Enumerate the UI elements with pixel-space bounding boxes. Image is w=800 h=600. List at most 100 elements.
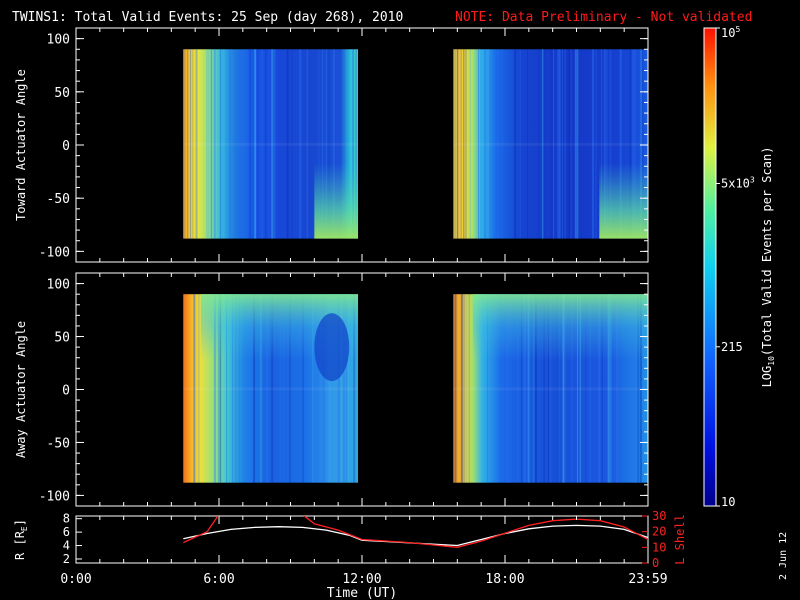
heatmap-streak — [298, 49, 301, 239]
heatmap-streak — [219, 49, 221, 239]
heatmap-streak — [210, 49, 212, 239]
data-block — [453, 49, 648, 239]
y-axis-label: Away Actuator Angle — [14, 321, 28, 458]
heatmap-streak — [195, 49, 198, 239]
heatmap-streak — [241, 49, 244, 239]
y-axis-label: Toward Actuator Angle — [14, 69, 28, 221]
toward-panel: 100 50 0 -50 -100 Toward Actuator Angle — [14, 27, 649, 263]
heatmap-streak — [553, 49, 555, 239]
heatmap-streak — [237, 49, 239, 239]
date-stamp: 2 Jun 12 — [778, 532, 789, 580]
y-left-tick-label: 4 — [63, 539, 70, 553]
heatmap-dip — [314, 313, 350, 382]
heatmap-streak — [463, 49, 465, 239]
y-tick-label: 0 — [62, 139, 70, 154]
y-right-tick-label: 10 — [652, 540, 666, 554]
heatmap-streak — [487, 49, 489, 239]
heatmap-streak — [544, 49, 546, 239]
x-tick-label: 0:00 — [60, 572, 91, 587]
heatmap-streak — [558, 49, 561, 239]
heatmap-streak — [542, 49, 544, 239]
heatmap-streak — [468, 294, 470, 483]
heatmap-band — [453, 387, 648, 391]
colorbar-tick-label: 215 — [721, 340, 743, 354]
heatmap-streak — [222, 49, 225, 239]
heatmap-streak — [465, 49, 467, 239]
heatmap-streak — [460, 49, 462, 239]
heatmap-streak — [261, 49, 263, 239]
radius-line — [183, 524, 648, 547]
heatmap-glow — [599, 49, 648, 239]
heatmap-streak — [306, 49, 308, 239]
heatmap-glow — [472, 294, 648, 483]
heatmap-streak — [184, 49, 186, 239]
heatmap-streak — [273, 49, 276, 239]
heatmap-streak — [577, 49, 579, 239]
colorbar: 105 5x103 215 10 LOG10(Total Valid Events pe… — [703, 25, 776, 509]
heatmap-glow — [314, 49, 359, 239]
heatmap-streak — [483, 49, 486, 239]
heatmap-streak — [574, 49, 577, 239]
heatmap-streak — [300, 49, 302, 239]
y-left-tick-label: 6 — [63, 525, 70, 539]
colorbar-tick-label: 5x103 — [721, 175, 755, 190]
lshell-line — [183, 516, 648, 548]
y-tick-label: 50 — [54, 86, 70, 101]
heatmap-streak — [271, 49, 274, 239]
x-tick-label: 23:59 — [628, 572, 667, 587]
colorbar-label: LOG10(Total Valid Events per Scan) — [760, 147, 776, 388]
y-left-tick-label: 2 — [63, 552, 70, 566]
heatmap-streak — [198, 294, 200, 483]
y-tick-label: -100 — [39, 489, 70, 504]
heatmap-streak — [550, 49, 553, 239]
y-tick-label: 100 — [47, 33, 70, 48]
heatmap-streak — [469, 49, 471, 239]
y-right-tick-label: 30 — [652, 509, 666, 523]
colorbar-ramp — [703, 27, 717, 507]
heatmap-streak — [206, 49, 208, 239]
heatmap-streak — [501, 49, 503, 239]
heatmap-streak — [570, 49, 572, 239]
y-right-tick-label: 0 — [652, 556, 659, 570]
heatmap-streak — [465, 294, 467, 483]
y-tick-label: -50 — [47, 436, 70, 451]
x-tick-label: 18:00 — [485, 572, 524, 587]
heatmap-streak — [457, 49, 459, 239]
heatmap-streak — [480, 49, 482, 239]
heatmap-streak — [187, 49, 189, 239]
heatmap-streak — [249, 49, 251, 239]
y-tick-label: -50 — [47, 192, 70, 207]
heatmap-streak — [268, 49, 270, 239]
heatmap-streak — [514, 49, 517, 239]
heatmap-streak — [213, 49, 216, 239]
heatmap-streak — [192, 49, 194, 239]
heatmap-streak — [190, 49, 192, 239]
away-panel: 100 50 0 -50 -100 Away Actuator Angle — [14, 272, 649, 507]
heatmap-band — [453, 142, 648, 146]
heatmap-streak — [592, 49, 595, 239]
data-block — [183, 49, 359, 239]
heatmap-streak — [207, 49, 209, 239]
heatmap-streak — [247, 49, 249, 239]
y-right-tick-label: 20 — [652, 525, 666, 539]
heatmap-streak — [519, 49, 521, 239]
heatmap-streak — [244, 49, 246, 239]
heatmap-streak — [564, 49, 566, 239]
y-tick-label: 0 — [62, 384, 70, 399]
heatmap-streak — [562, 49, 564, 239]
y-left-tick-label: 8 — [63, 512, 70, 526]
heatmap-streak — [264, 49, 267, 239]
heatmap-streak — [595, 49, 597, 239]
x-tick-label: 6:00 — [203, 572, 234, 587]
heatmap-streak — [463, 294, 465, 483]
data-block — [183, 294, 359, 483]
chart-note: NOTE: Data Preliminary - Not validated — [455, 10, 752, 25]
heatmap-streak — [286, 49, 289, 239]
x-tick-label: 12:00 — [342, 572, 381, 587]
y-tick-label: 50 — [54, 331, 70, 346]
y-tick-label: -100 — [39, 245, 70, 260]
chart-title: TWINS1: Total Valid Events: 25 Sep (day … — [12, 10, 403, 25]
colorbar-tick-label: 105 — [721, 25, 740, 40]
colorbar-tick-label: 10 — [721, 495, 735, 509]
